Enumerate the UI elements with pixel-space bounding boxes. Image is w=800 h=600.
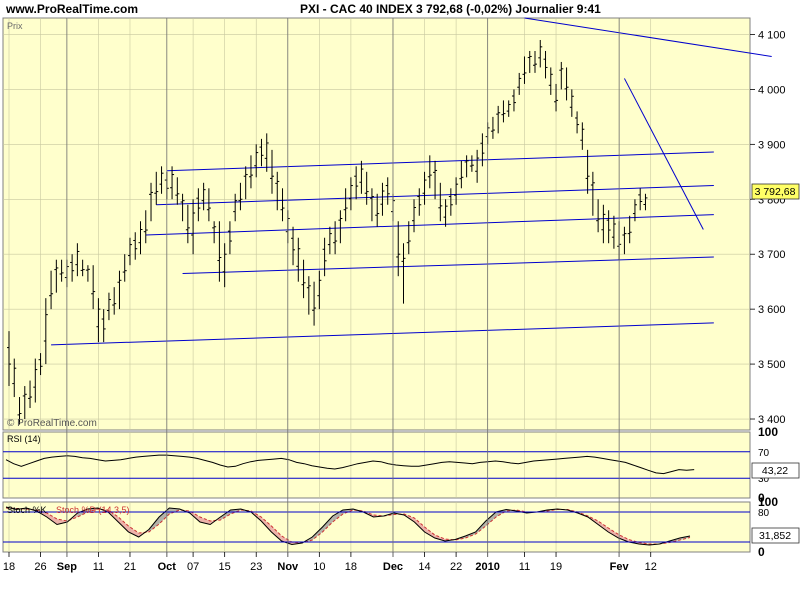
trendline xyxy=(51,322,714,346)
x-tick-label: Fev xyxy=(610,561,630,573)
stoch-fill-segment xyxy=(332,510,343,522)
x-tick-label: 15 xyxy=(219,561,231,573)
trendline xyxy=(182,256,714,274)
last-price-value: 3 792,68 xyxy=(755,186,796,198)
rsi-last-value: 43,22 xyxy=(762,465,788,477)
y-tick-label: 3 700 xyxy=(758,249,786,261)
trendline xyxy=(166,151,714,172)
x-tick-label: 19 xyxy=(550,561,562,573)
rsi-y-axis: 0 30 70 100 xyxy=(758,425,778,505)
stoch-fill-segment xyxy=(598,521,609,532)
x-tick-label: 11 xyxy=(519,561,530,573)
rsi-y-tick-label: 70 xyxy=(758,448,770,459)
x-tick-label: Dec xyxy=(383,561,403,573)
x-tick-label: 10 xyxy=(313,561,325,573)
stoch-fill-segment xyxy=(128,526,139,537)
x-tick-label: 14 xyxy=(418,561,430,573)
rsi-panel-label: RSI (14) xyxy=(7,434,41,444)
price-panel-background xyxy=(2,17,751,431)
chart-title: PXI - CAC 40 INDEX 3 792,68 (-0,02%) Jou… xyxy=(300,2,601,16)
watermark: © ProRealTime.com xyxy=(7,418,97,429)
y-tick-label: 4 000 xyxy=(758,84,786,96)
rsi-line xyxy=(5,454,695,475)
stoch-fill-segment xyxy=(77,509,88,517)
x-tick-label: 22 xyxy=(450,561,462,573)
site-title: www.ProRealTime.com xyxy=(6,2,139,16)
stoch-fill-segment xyxy=(608,528,619,538)
x-tick-label: 26 xyxy=(34,561,46,573)
stoch-y-tick-label: 0 xyxy=(758,545,765,559)
x-tick-label: 18 xyxy=(345,561,357,573)
stoch-y-tick-label: 80 xyxy=(758,508,770,519)
stoch-levels xyxy=(3,511,750,543)
stoch-fill-segment xyxy=(424,527,435,538)
x-tick-label: 2010 xyxy=(475,561,499,573)
x-tick-label: Sep xyxy=(57,561,77,573)
stoch-fill-segment xyxy=(485,512,497,526)
stoch-last-value: 31,852 xyxy=(759,530,791,542)
x-tick-label: 23 xyxy=(250,561,262,573)
rsi-panel-background xyxy=(2,431,751,499)
price-panel-label: Prix xyxy=(7,21,23,31)
stoch-fill-segment xyxy=(261,517,272,532)
stoch-k-label: Stoch %K xyxy=(7,505,47,515)
rsi-y-tick-label: 30 xyxy=(758,474,770,485)
stoch-fill-segment xyxy=(271,526,282,541)
last-price-badge: 3 792,68 xyxy=(751,183,800,200)
rsi-y-tick-label: 100 xyxy=(758,425,778,439)
x-tick-label: 18 xyxy=(3,561,15,573)
y-tick-label: 4 100 xyxy=(758,29,786,41)
stoch-fill-segment xyxy=(618,534,629,542)
stoch-y-tick-label: 100 xyxy=(758,495,778,509)
stoch-last-badge: 31,852 xyxy=(751,527,800,544)
trendline xyxy=(623,78,704,230)
rsi-last-badge: 43,22 xyxy=(751,462,800,479)
stoch-fill-segment xyxy=(414,518,425,532)
rsi-levels xyxy=(3,451,750,479)
y-tick-label: 3 400 xyxy=(758,414,786,426)
trendline xyxy=(524,17,772,57)
stoch-d-label: Stoch %D (14,3,5) xyxy=(56,505,130,515)
stoch-fill-segment xyxy=(46,513,58,525)
x-tick-label: Nov xyxy=(277,561,299,573)
stoch-fill-segment xyxy=(57,519,68,525)
stoch-d-line xyxy=(5,507,691,545)
x-tick-label: Oct xyxy=(158,561,177,573)
x-tick-label: 12 xyxy=(645,561,657,573)
y-tick-label: 3 600 xyxy=(758,304,786,316)
stoch-fill-segment xyxy=(118,517,129,532)
stoch-fill-segment xyxy=(312,527,323,540)
y-tick-label: 3 900 xyxy=(758,139,786,151)
x-tick-label: 21 xyxy=(124,561,136,573)
stoch-fill-segment xyxy=(322,516,333,532)
x-tick-label: 11 xyxy=(93,561,104,573)
x-tick-label: 07 xyxy=(187,561,199,573)
rsi-panel: 0 30 70 100 RSI (14) 43,22 xyxy=(2,425,800,505)
y-tick-label: 3 500 xyxy=(758,359,786,371)
x-axis: 18 26 Sep 11 21 Oct 07 15 23 Nov 10 18 Dec 14 22 2010 11… xyxy=(3,18,657,573)
rsi-y-tick-label: 0 xyxy=(758,491,765,505)
